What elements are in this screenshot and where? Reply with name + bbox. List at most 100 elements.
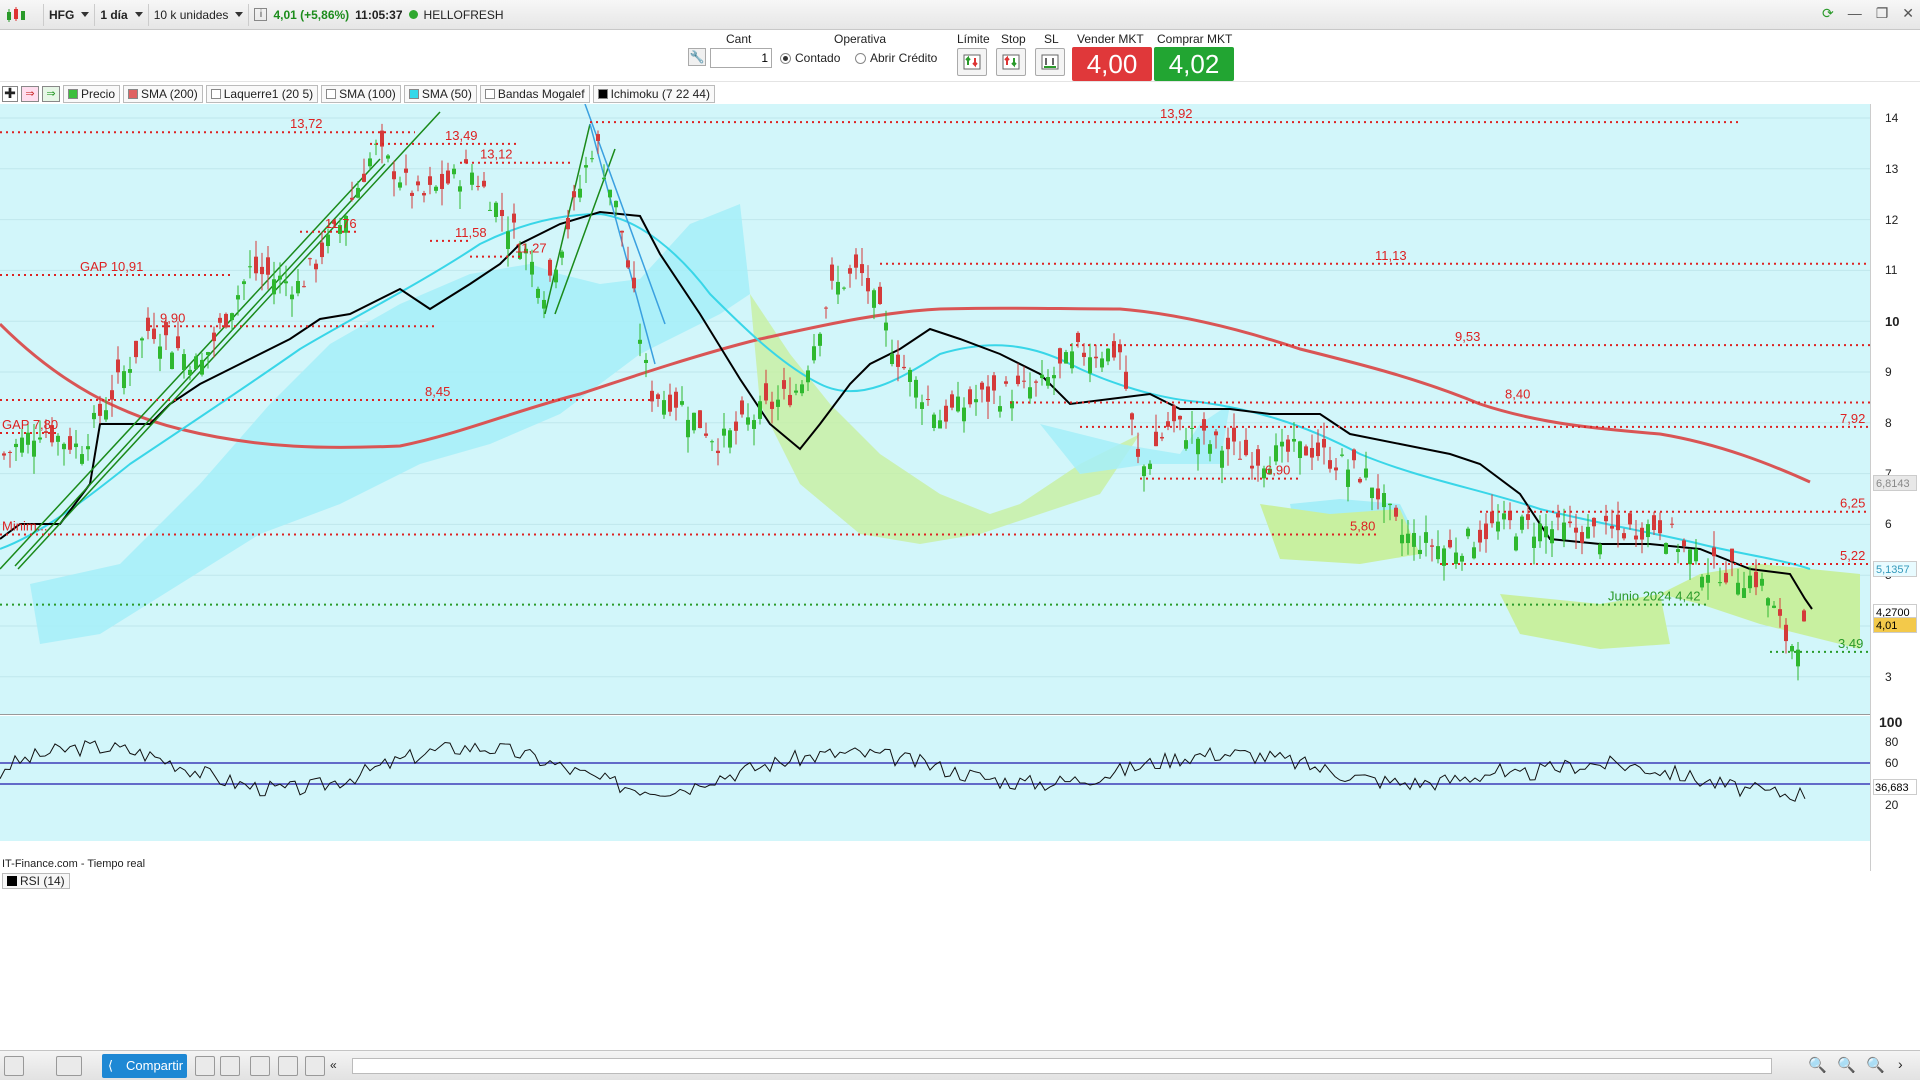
candle-body xyxy=(140,338,144,341)
export-indicator-icon[interactable]: ⇒ xyxy=(42,86,60,102)
candle-body xyxy=(1484,523,1488,540)
candle-body xyxy=(332,221,336,224)
legend-item[interactable]: Precio xyxy=(63,85,121,103)
candle-body xyxy=(1418,549,1422,555)
contado-radio[interactable]: Contado xyxy=(780,51,840,65)
share-label: Compartir xyxy=(126,1058,184,1073)
level-label: Junio 2024 4,42 xyxy=(1608,589,1701,604)
rsi-label: RSI (14) xyxy=(20,874,65,888)
legend-item[interactable]: Laquerre1 (20 5) xyxy=(205,85,319,103)
sync-icon[interactable]: ⟳ xyxy=(1821,5,1834,21)
candle-body xyxy=(44,431,48,433)
candle-body xyxy=(1328,460,1332,469)
undo-icon[interactable] xyxy=(305,1056,325,1076)
y-tick-label: 13 xyxy=(1885,161,1899,176)
candle-body xyxy=(1304,446,1308,456)
remove-indicator-icon[interactable]: ⇒ xyxy=(21,86,39,102)
interval-selector[interactable]: 1 día xyxy=(95,3,149,26)
candle-body xyxy=(104,410,108,420)
legend-item[interactable]: SMA (200) xyxy=(123,85,203,103)
candle-body xyxy=(386,155,390,159)
restore-icon[interactable]: ❐ xyxy=(1875,5,1889,21)
units-selector[interactable]: 10 k unidades xyxy=(149,3,250,26)
comment-icon[interactable] xyxy=(195,1056,215,1076)
candle-body xyxy=(416,181,420,186)
legend-item[interactable]: Ichimoku (7 22 44) xyxy=(592,85,715,103)
buy-market-button[interactable]: 4,02 xyxy=(1154,47,1234,81)
minimize-icon[interactable]: — xyxy=(1847,5,1862,21)
candle-body xyxy=(590,158,594,160)
zoom-out-icon[interactable]: 🔍 xyxy=(1837,1057,1856,1074)
legend-label: Laquerre1 (20 5) xyxy=(223,87,314,101)
candle-body xyxy=(854,254,858,268)
candle-body xyxy=(1730,548,1734,562)
chart-scrollbar[interactable] xyxy=(352,1058,1772,1074)
candle-body xyxy=(1472,547,1476,559)
indicators-icon[interactable] xyxy=(56,1056,82,1076)
legend-item[interactable]: SMA (50) xyxy=(403,85,477,103)
scroll-left-icon[interactable]: « xyxy=(330,1058,337,1072)
candle-body xyxy=(656,394,660,399)
candle-body xyxy=(206,352,210,356)
candle-body xyxy=(1316,442,1320,457)
candle-body xyxy=(770,401,774,409)
candle-body xyxy=(272,279,276,295)
candle-body xyxy=(344,215,348,233)
candle-body xyxy=(1424,532,1428,543)
candle-body xyxy=(500,209,504,217)
chevron-right-icon[interactable]: › xyxy=(1898,1056,1903,1072)
add-indicator-icon[interactable]: ✚ xyxy=(2,86,18,102)
rsi-legend: RSI (14) xyxy=(2,873,70,889)
candle-body xyxy=(1262,468,1266,479)
price-badge: 5,1357 xyxy=(1873,560,1917,577)
candle-body xyxy=(632,277,636,289)
wrench-icon[interactable]: 🔧 xyxy=(688,48,706,66)
level-label: 9,53 xyxy=(1455,329,1480,344)
chevron-down-icon xyxy=(235,12,244,17)
zoom-in-icon[interactable]: 🔍 xyxy=(1866,1057,1885,1074)
legend-item[interactable]: Bandas Mogalef xyxy=(479,85,590,103)
candle-body xyxy=(212,332,216,342)
candle-body xyxy=(98,403,102,416)
chart-type-button[interactable] xyxy=(0,3,44,26)
stop-loss-button[interactable] xyxy=(1035,48,1065,76)
candle-body xyxy=(824,307,828,309)
candle-body xyxy=(350,197,354,200)
candle-body xyxy=(482,180,486,187)
candle-body xyxy=(704,433,708,436)
level-label: 8,45 xyxy=(425,384,450,399)
share-button[interactable]: ⟨ Compartir xyxy=(102,1054,187,1078)
info-icon[interactable]: i xyxy=(254,8,268,21)
candle-body xyxy=(1190,427,1194,429)
symbol-selector[interactable]: HFG xyxy=(44,3,96,26)
candle-body xyxy=(1370,487,1374,499)
zoom-fit-icon[interactable]: 🔍 xyxy=(1808,1057,1827,1074)
draw-tool-icon[interactable] xyxy=(4,1056,24,1076)
candle-body xyxy=(194,356,198,370)
quantity-input[interactable] xyxy=(710,48,772,68)
layout-icon[interactable] xyxy=(220,1056,240,1076)
candle-body xyxy=(86,446,90,450)
legend-item[interactable]: SMA (100) xyxy=(321,85,401,103)
compare-icon[interactable] xyxy=(278,1056,298,1076)
candle-body xyxy=(80,454,84,464)
stop-order-button[interactable] xyxy=(996,48,1026,76)
cant-label: Cant xyxy=(726,32,752,46)
candle-body xyxy=(506,231,510,249)
candle-body xyxy=(362,173,366,182)
sell-market-button[interactable]: 4,00 xyxy=(1072,47,1152,81)
bars-icon[interactable] xyxy=(250,1056,270,1076)
close-icon[interactable]: ✕ xyxy=(1902,5,1914,21)
y-tick-label: 12 xyxy=(1885,212,1899,227)
abrir-credito-radio[interactable]: Abrir Crédito xyxy=(855,51,937,65)
limit-order-button[interactable] xyxy=(957,48,987,76)
rsi-line xyxy=(0,740,1806,802)
candle-body xyxy=(620,230,624,233)
candle-body xyxy=(1358,478,1362,483)
candle-body xyxy=(1442,548,1446,566)
candle-body xyxy=(296,280,300,294)
legend-label: Precio xyxy=(81,87,116,101)
rsi-tick-label: 20 xyxy=(1885,798,1899,812)
price-axis[interactable]: 1413121110987653100806040206,81435,13574… xyxy=(1870,104,1920,871)
